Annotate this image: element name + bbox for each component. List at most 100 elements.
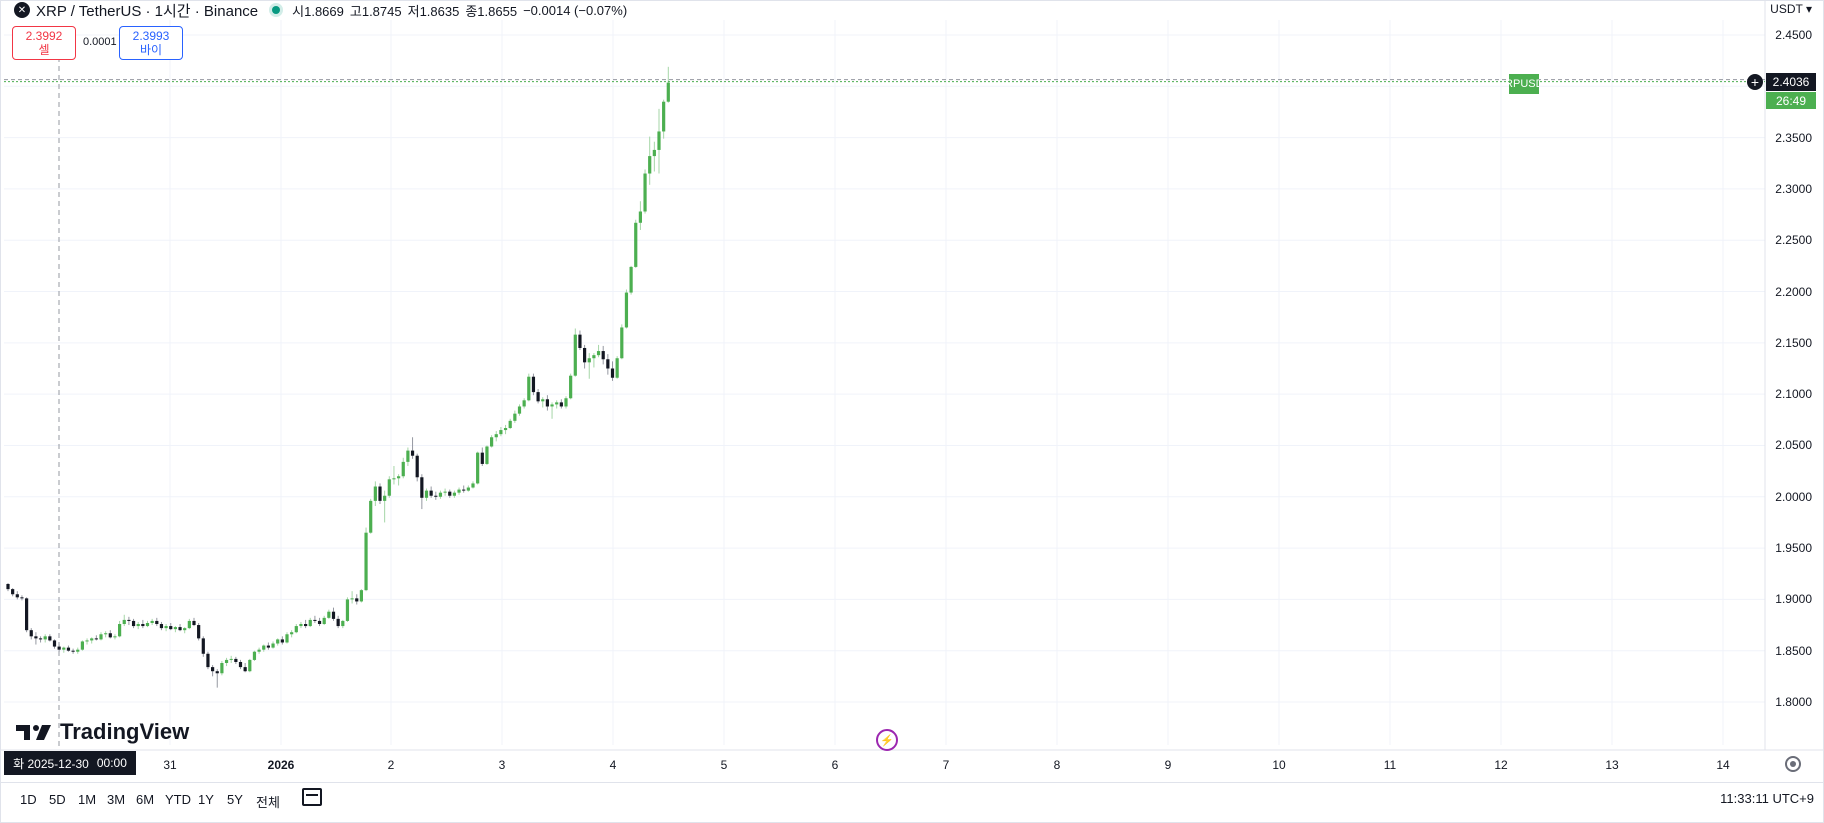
candle-body (587, 358, 591, 363)
candle-body (601, 351, 605, 360)
candle-body (159, 624, 164, 629)
candle-body (215, 671, 219, 674)
candle-body (420, 477, 424, 498)
candle-body (294, 626, 298, 633)
candle-body (66, 647, 71, 651)
candle-body (299, 624, 303, 627)
candle-body (155, 620, 159, 625)
candle-body (317, 620, 322, 625)
candle-body (383, 495, 387, 501)
candle-body (257, 649, 261, 652)
time-axis-label: 4 (609, 758, 617, 772)
candle-body (373, 486, 377, 501)
candle-body (266, 645, 270, 648)
candle-body (252, 651, 257, 660)
candle-body (38, 638, 43, 640)
candle-body (113, 636, 117, 638)
price-axis-label: 2.3500 (1775, 130, 1812, 145)
candle-body (145, 622, 150, 627)
range-button-1y[interactable]: 1Y (198, 792, 214, 807)
candle-body (331, 611, 336, 619)
chart-header: ✕ XRP / TetherUS · 1시간 · Binance 시1.8669… (14, 0, 627, 20)
timezone-clock[interactable]: 11:33:11 UTC+9 (1720, 791, 1814, 806)
candle-body (280, 639, 284, 643)
candle-body (369, 500, 373, 533)
logo-text: TradingView (60, 719, 190, 744)
price-axis-label: 2.1500 (1775, 335, 1812, 350)
candle-body (183, 628, 187, 631)
candle-body (20, 597, 24, 599)
candle-body (34, 636, 38, 639)
candle-body (187, 620, 191, 629)
xrp-icon: ✕ (14, 2, 30, 18)
candle-body (276, 639, 280, 644)
range-button-1d[interactable]: 1D (20, 792, 37, 807)
candle-body (550, 404, 554, 407)
settings-icon[interactable] (1785, 756, 1801, 772)
candle-body (406, 450, 410, 462)
candle-body (327, 611, 331, 618)
price-axis-label: 1.8500 (1775, 643, 1812, 658)
candle-body (220, 663, 224, 674)
candle-body (634, 222, 638, 267)
candle-body (578, 334, 582, 348)
candle-body (6, 583, 10, 590)
candle-body (192, 620, 196, 626)
candle-body (341, 620, 345, 627)
candle-body (629, 266, 633, 293)
sell-label: 셀 (38, 43, 50, 57)
tradingview-logo[interactable]: TradingView (16, 719, 189, 745)
candle-body (527, 376, 531, 401)
candle-body (536, 392, 540, 402)
crosshair-day: 화 2025-12-30 (13, 756, 89, 771)
candle-body (564, 398, 568, 407)
calendar-icon[interactable] (302, 788, 322, 806)
candle-body (11, 589, 15, 595)
candle-body (476, 452, 480, 484)
candle-body (466, 487, 470, 491)
sell-button[interactable]: 2.3992 셀 (12, 26, 76, 60)
candle-body (197, 625, 201, 639)
range-button-5d[interactable]: 5D (49, 792, 66, 807)
candle-body (662, 101, 666, 132)
currency-select[interactable]: USDT ▾ (1766, 0, 1816, 18)
candle-body (531, 376, 536, 393)
candle-body (364, 532, 368, 591)
candle-body (52, 640, 57, 647)
candle-body (666, 82, 670, 102)
range-button-전체[interactable]: 전체 (256, 795, 280, 810)
candle-body (559, 402, 563, 407)
candle-body (638, 211, 642, 223)
range-button-6m[interactable]: 6M (136, 792, 155, 807)
add-alert-plus-icon[interactable]: + (1747, 74, 1763, 90)
candle-body (545, 399, 549, 407)
price-axis-label: 2.1000 (1775, 387, 1812, 402)
time-axis-label: 14 (1716, 758, 1730, 772)
flash-event-icon[interactable]: ⚡ (876, 729, 898, 751)
candle-body (322, 617, 326, 625)
range-button-5y[interactable]: 5Y (227, 792, 243, 807)
candlestick-chart[interactable] (0, 0, 1824, 782)
candle-body (62, 647, 66, 650)
candle-body (648, 156, 652, 174)
range-button-3m[interactable]: 3M (107, 792, 126, 807)
price-axis-label: 2.3000 (1775, 181, 1812, 196)
candle-body (234, 658, 238, 662)
candle-body (141, 624, 145, 627)
candle-body (85, 640, 89, 642)
candle-body (90, 638, 94, 641)
candle-body (596, 351, 601, 356)
buy-button[interactable]: 2.3993 바이 (119, 26, 183, 60)
candle-body (490, 437, 494, 447)
candle-body (471, 483, 475, 488)
crosshair-time-label: 화 2025-12-30 00:00 (4, 751, 136, 775)
candle-body (569, 375, 573, 399)
range-button-ytd[interactable]: YTD (165, 792, 191, 807)
range-button-1m[interactable]: 1M (78, 792, 97, 807)
candle-body (201, 638, 205, 654)
candle-body (150, 620, 154, 623)
candle-body (243, 667, 247, 672)
symbol-title[interactable]: XRP / TetherUS · 1시간 · Binance (36, 2, 259, 20)
candle-body (508, 420, 512, 429)
candle-body (118, 624, 122, 637)
